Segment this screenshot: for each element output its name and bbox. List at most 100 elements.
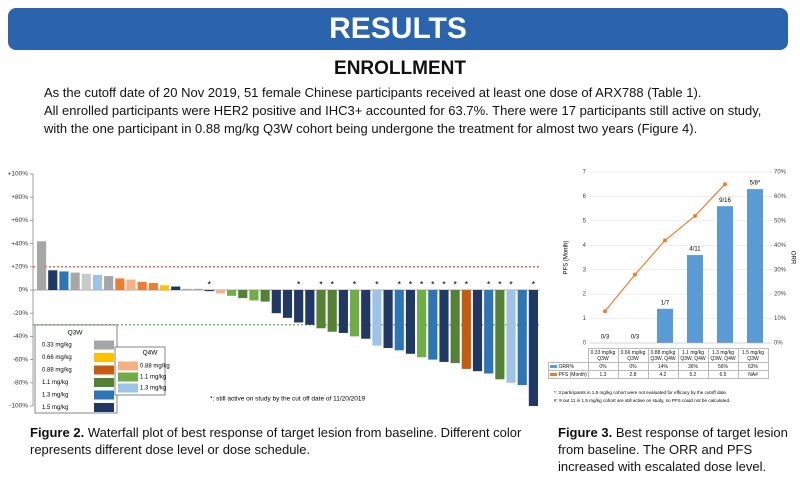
bar [327, 290, 337, 332]
bar-annotation: 0/3 [631, 335, 640, 341]
table-cell: 63% [737, 362, 769, 371]
bar [70, 272, 80, 290]
bar [338, 290, 348, 333]
y-tick-label: -20% [13, 310, 28, 317]
y-tick-label: -60% [13, 356, 28, 363]
bar [687, 255, 703, 343]
table-header: 0.66 mg/kg Q3W [617, 348, 649, 363]
bar [115, 278, 125, 290]
bar [316, 290, 326, 329]
active-marker: * [453, 279, 457, 289]
y-tick-label: +80% [11, 194, 28, 201]
y2-tick-label: 30% [774, 267, 787, 273]
table-cell: 2.8 [617, 370, 649, 379]
legend-label: 1.1 mg/kg [140, 375, 166, 381]
bar [428, 290, 438, 360]
legend-label: 1.3 mg/kg [140, 386, 166, 392]
bar [204, 290, 214, 292]
bar [137, 281, 147, 290]
y-tick-label: 6 [583, 194, 587, 200]
legend-swatch [94, 353, 114, 362]
bar [148, 283, 158, 290]
legend-label: 0.88 mg/kg [140, 364, 170, 370]
legend-swatch [118, 361, 138, 371]
bar [294, 290, 304, 323]
table-header: 0.88 mg/kg Q3W, Q4W [647, 348, 679, 363]
bar [472, 290, 483, 372]
y-tick-label: 0 [583, 341, 587, 347]
bar [159, 285, 170, 290]
legend-swatch [94, 378, 114, 387]
y-tick-label: 3 [583, 267, 587, 273]
paragraph: All enrolled participants were HER2 posi… [44, 103, 762, 136]
bar [439, 290, 449, 362]
y-tick-label: +100% [8, 171, 29, 178]
bar [495, 290, 505, 380]
active-marker: * [532, 279, 536, 289]
y2-tick-label: 20% [774, 292, 787, 298]
legend-swatch [118, 372, 138, 382]
bar [104, 276, 114, 290]
active-marker: * [420, 279, 424, 289]
active-marker: * [487, 279, 491, 289]
y2-tick-label: 50% [774, 218, 787, 224]
active-marker: * [319, 279, 323, 289]
y2-tick-label: 0% [774, 341, 783, 347]
line-point [603, 309, 607, 314]
legend-swatch [118, 383, 138, 393]
table-row: PFS (Month) 1.3 2.8 4.2 5.2 6.5 NA# [548, 370, 769, 379]
y-tick-label: 0% [19, 287, 29, 294]
table-header: 0.33 mg/kg Q3W [587, 348, 619, 363]
active-marker: * [498, 279, 502, 289]
caption-label: Figure 3. [558, 425, 613, 440]
bar [528, 290, 538, 406]
bar [372, 290, 382, 346]
y-tick-label: 1 [583, 316, 587, 322]
legend-entry: PFS (Month) [548, 370, 589, 379]
caption-label: Figure 2. [30, 425, 85, 440]
caption-text: Waterfall plot of best response of targe… [30, 425, 522, 457]
y-tick-label: -100% [9, 403, 28, 410]
bar [361, 290, 371, 339]
table-row: ORR% 0% 0% 14% 36% 56% 63% [548, 362, 769, 371]
table-cell: 0% [617, 362, 649, 371]
footnote: *: still active on study by the cut off … [210, 396, 366, 403]
legend-swatch [94, 365, 114, 375]
banner: RESULTS [8, 8, 788, 50]
y-tick-label: -40% [13, 333, 28, 340]
bar-annotation: 4/11 [689, 247, 701, 253]
y2-tick-label: 10% [774, 316, 787, 322]
active-marker: * [431, 279, 435, 289]
waterfall-chart: +100% +80% +60% +40% +20% 0% -20% -40% -60% -80% -… [8, 171, 540, 414]
bar [417, 290, 427, 358]
y-tick-label: 4 [583, 243, 587, 249]
y-tick-label: 2 [583, 292, 587, 298]
line-point [633, 272, 637, 277]
line-point [663, 238, 667, 243]
active-marker: * [409, 279, 413, 289]
bar [305, 290, 315, 325]
legend-label: PFS (Month) [558, 371, 587, 378]
table-header: 1.3 mg/kg Q3W, Q4W [707, 348, 739, 363]
line-point [723, 182, 727, 187]
legend-label: 0.66 mg/kg [42, 355, 72, 361]
bar [484, 290, 494, 374]
line [604, 183, 726, 312]
legend-title: Q4W [143, 350, 159, 357]
legend-label: 1.5 mg/kg [42, 405, 68, 411]
bar [193, 288, 203, 290]
table-cell: 1.3 [587, 370, 619, 379]
bar [271, 290, 281, 314]
y-tick-label: 7 [583, 170, 587, 176]
legend-title: Q3W [68, 330, 84, 337]
legend-label: 0.33 mg/kg [42, 343, 72, 349]
bar [59, 271, 69, 290]
table-cell [549, 349, 589, 363]
table-cell: 6.5 [707, 370, 739, 379]
y2-tick-label: 60% [774, 194, 787, 200]
bar [657, 308, 673, 343]
bar [282, 290, 293, 318]
y-tick-label: +20% [11, 264, 28, 271]
